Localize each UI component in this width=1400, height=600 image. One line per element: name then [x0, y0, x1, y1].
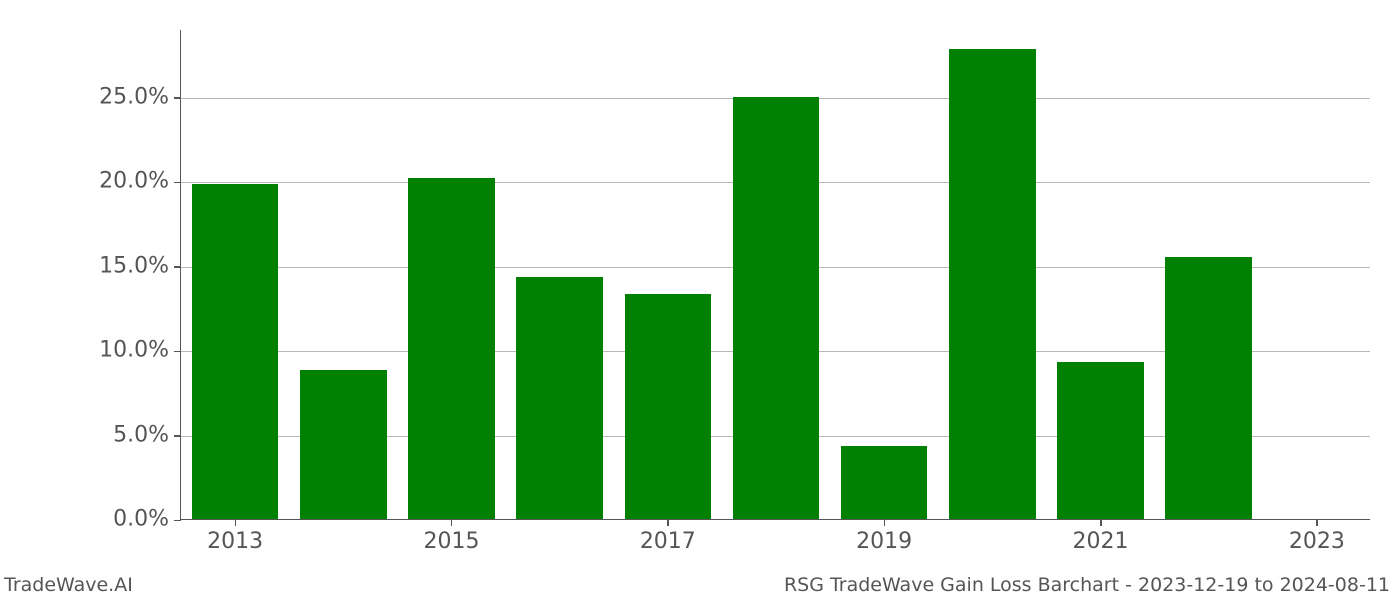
chart-container: 0.0% 5.0% 10.0% 15.0% 20.0% 25.0% 2013 2015 2017…: [0, 0, 1400, 600]
bar: [1165, 257, 1252, 519]
bar: [300, 370, 387, 519]
bar: [949, 49, 1036, 519]
bar: [841, 446, 928, 519]
bar: [625, 294, 712, 519]
bar: [1057, 362, 1144, 519]
bar: [733, 97, 820, 519]
y-tick-label: 5.0%: [113, 422, 181, 447]
footer-left-brand: TradeWave.AI: [4, 574, 133, 596]
y-tick-label: 0.0%: [113, 507, 181, 532]
x-tick-label: 2023: [1289, 519, 1345, 554]
footer-right-caption: RSG TradeWave Gain Loss Barchart - 2023-…: [784, 574, 1390, 596]
bar: [192, 184, 279, 519]
y-tick-label: 10.0%: [99, 338, 181, 363]
x-tick-label: 2013: [207, 519, 263, 554]
plot-area: 0.0%5.0%10.0%15.0%20.0%25.0%201320152017…: [180, 30, 1370, 520]
x-tick-label: 2019: [856, 519, 912, 554]
x-tick-label: 2017: [640, 519, 696, 554]
bar: [408, 178, 495, 519]
bar: [516, 277, 603, 519]
x-tick-label: 2015: [423, 519, 479, 554]
y-tick-label: 15.0%: [99, 253, 181, 278]
y-tick-label: 20.0%: [99, 169, 181, 194]
x-tick-label: 2021: [1073, 519, 1129, 554]
y-tick-label: 25.0%: [99, 84, 181, 109]
